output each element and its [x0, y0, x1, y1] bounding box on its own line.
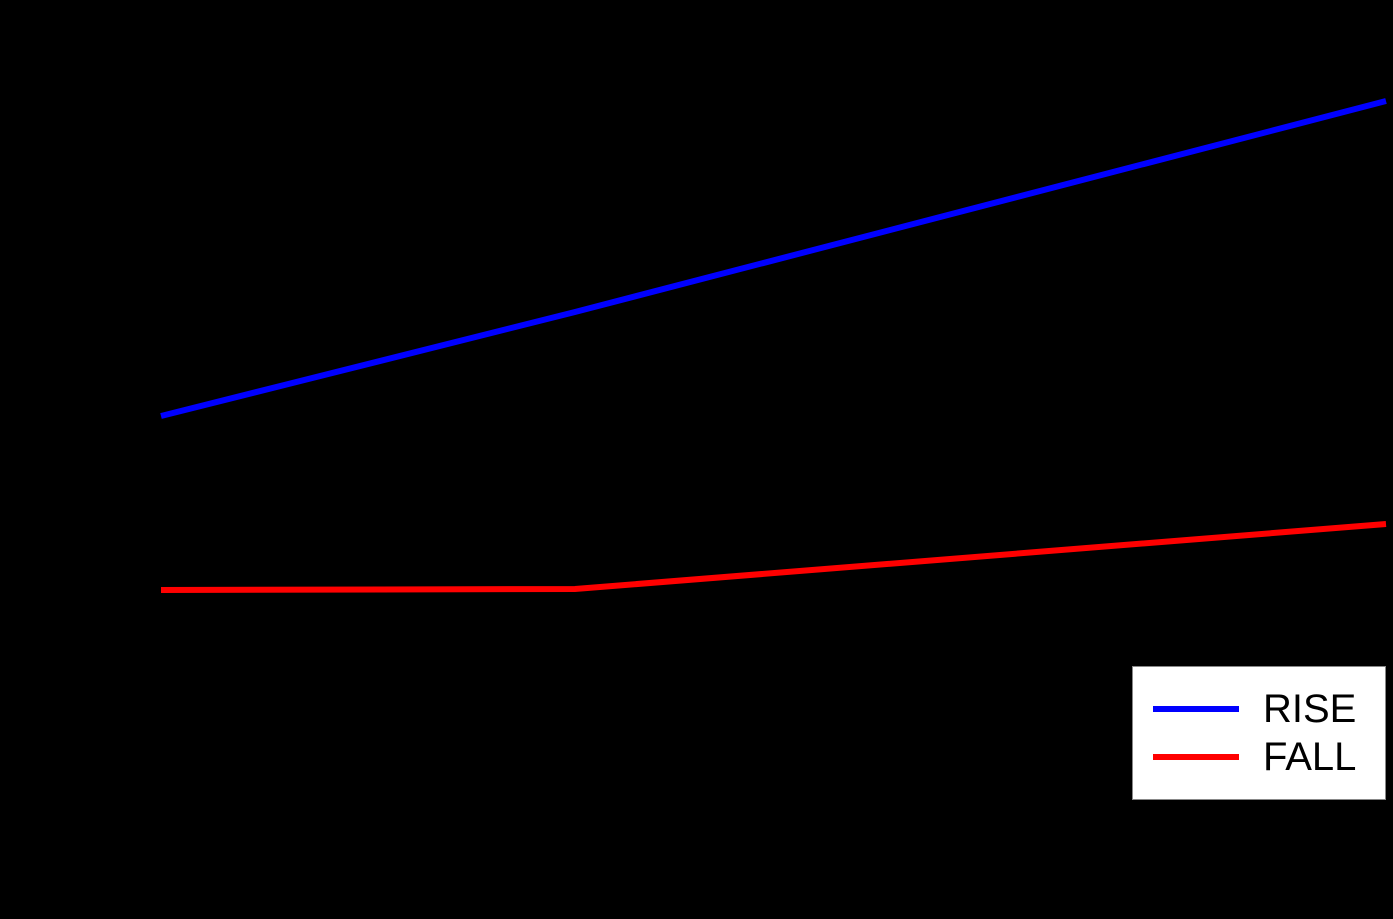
legend-item-rise: RISE [1153, 689, 1356, 729]
legend-swatch-fall [1153, 754, 1239, 760]
legend-swatch-rise [1153, 706, 1239, 712]
series-fall-line [160, 521, 1387, 593]
legend-label-rise: RISE [1263, 687, 1357, 731]
series-rise-line [160, 98, 1387, 419]
chart-legend: RISE FALL [1132, 666, 1386, 800]
legend-item-fall: FALL [1153, 737, 1356, 777]
legend-label-fall: FALL [1263, 735, 1357, 779]
